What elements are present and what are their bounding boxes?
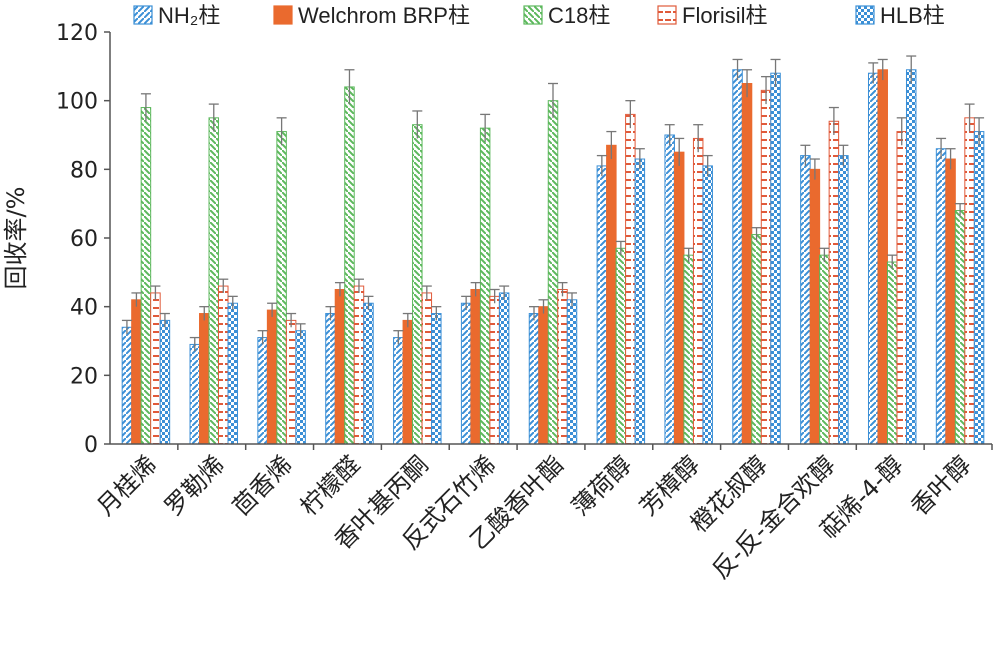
category-label: 罗勒烯 [159, 450, 230, 521]
bar [325, 313, 336, 445]
y-tick-label: 120 [56, 21, 98, 46]
bar [828, 120, 840, 445]
bar [732, 69, 743, 445]
bar [393, 337, 404, 445]
bar [257, 337, 268, 445]
y-axis-ticks: 0 20 40 60 80 100 120 [56, 21, 110, 458]
bar [819, 254, 830, 445]
bar [363, 302, 374, 445]
category-label: 月桂烯 [91, 450, 162, 521]
bar [460, 302, 472, 445]
bar [538, 306, 549, 445]
bar [886, 261, 898, 445]
bar [150, 292, 161, 445]
bar [905, 69, 917, 445]
bar [838, 155, 849, 445]
bar [295, 330, 306, 445]
bar [140, 107, 152, 445]
bar [896, 131, 907, 445]
bar [412, 124, 423, 445]
legend-swatch [657, 5, 677, 25]
bar [479, 127, 491, 445]
legend-label: NH₂柱 [158, 3, 220, 28]
bar [489, 295, 500, 445]
bar [344, 86, 355, 445]
bar [702, 165, 713, 445]
bar [131, 299, 142, 445]
bar [809, 168, 821, 445]
bar [954, 210, 966, 445]
bar [741, 83, 753, 445]
bar [751, 234, 762, 445]
y-tick-label: 80 [70, 158, 98, 183]
legend-label: C18柱 [548, 3, 610, 28]
legend-swatch [133, 5, 153, 25]
bar [557, 289, 568, 445]
bar [877, 69, 888, 445]
bar [266, 309, 278, 445]
bar [625, 113, 636, 445]
bar [159, 319, 171, 445]
bar [276, 131, 287, 445]
bar [760, 89, 772, 445]
legend: NH₂柱 Welchrom BRP柱 C18柱 Florisil柱 HLB柱 [133, 3, 945, 28]
bar [964, 117, 975, 445]
bar [498, 292, 510, 445]
bar [227, 302, 239, 445]
bar [334, 289, 346, 445]
y-tick-label: 40 [70, 296, 98, 321]
bar [218, 285, 229, 445]
y-axis-title: 回收率/% [2, 187, 30, 290]
bar [199, 313, 210, 445]
y-tick-label: 60 [70, 227, 98, 252]
legend-swatch [273, 5, 293, 25]
error-bars-group [121, 55, 985, 352]
bar [935, 148, 947, 445]
bar [973, 131, 985, 445]
bar [800, 155, 811, 445]
bar [421, 292, 433, 445]
bar [692, 137, 704, 445]
category-label: 香叶醇 [906, 450, 977, 521]
bar [683, 254, 694, 445]
category-label: 薄荷醇 [566, 450, 637, 521]
bar [402, 319, 414, 445]
bars-group [121, 69, 993, 450]
bar [606, 144, 617, 445]
bar [566, 299, 578, 445]
legend-swatch [523, 5, 543, 25]
legend-label: Welchrom BRP柱 [298, 3, 470, 28]
bar [470, 289, 481, 445]
bar [431, 313, 442, 445]
bar [547, 100, 559, 445]
y-tick-label: 20 [70, 364, 98, 389]
bar [867, 72, 879, 445]
bar [664, 134, 675, 445]
bar [770, 72, 781, 445]
legend-swatch [855, 5, 875, 25]
bar [189, 343, 201, 445]
bar [596, 165, 608, 445]
bar [208, 117, 220, 445]
y-tick-label: 100 [56, 90, 98, 115]
bar [673, 151, 685, 445]
category-label: 茴香烯 [227, 450, 298, 521]
bar [285, 319, 297, 445]
bar [121, 326, 133, 445]
bar [634, 158, 646, 445]
legend-label: Florisil柱 [682, 3, 768, 28]
bar [528, 313, 540, 445]
bar [945, 158, 956, 445]
x-axis-labels: 月桂烯罗勒烯茴香烯柠檬醛香叶基丙酮反式石竹烯乙酸香叶酯薄荷醇芳樟醇橙花叔醇反-反… [91, 450, 976, 584]
bar [353, 285, 365, 445]
bar [615, 247, 627, 445]
y-tick-label: 0 [84, 433, 98, 458]
legend-label: HLB柱 [880, 3, 945, 28]
